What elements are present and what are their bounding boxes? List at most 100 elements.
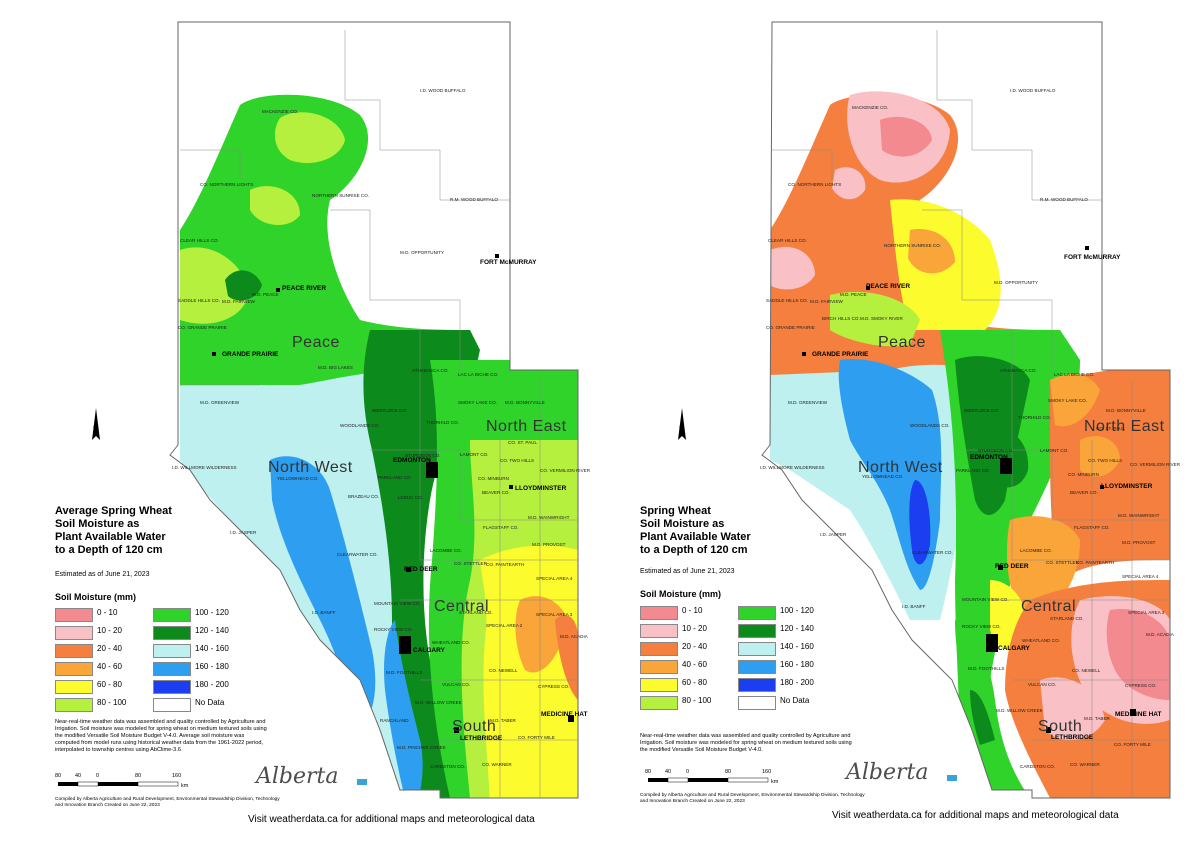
county-label: SPECIAL AREA 2 bbox=[486, 623, 523, 628]
county-label: I.D. WILLMORE WILDERNESS bbox=[172, 465, 237, 470]
legend-swatch bbox=[640, 678, 678, 692]
county-label: BEAVER CO. bbox=[1070, 490, 1098, 495]
county-label: LEDUC CO. bbox=[398, 495, 424, 500]
legend-swatch bbox=[55, 644, 93, 658]
county-label: I.D. WILLMORE WILDERNESS bbox=[760, 465, 825, 470]
county-label: LACOMBE CO. bbox=[1020, 548, 1052, 553]
scale-label: 40 bbox=[75, 773, 82, 779]
legend-swatch bbox=[738, 642, 776, 656]
county-label: FLAGSTAFF CO. bbox=[483, 525, 519, 530]
town-label: MEDICINE HAT bbox=[1115, 711, 1162, 718]
county-label: M.D. PROVOST bbox=[532, 542, 566, 547]
alberta-logo-mark bbox=[357, 779, 367, 785]
county-label: STURGEON CO. bbox=[978, 448, 1014, 453]
county-label: CO. MINBURN bbox=[1068, 472, 1099, 477]
region-central: Central bbox=[1021, 598, 1077, 615]
legend-swatch bbox=[640, 696, 678, 710]
region-north-east: North East bbox=[1084, 418, 1165, 435]
legend-swatch bbox=[640, 642, 678, 656]
town-label: GRANDE PRAIRIE bbox=[812, 351, 869, 358]
footer-link-text: Visit weatherdata.ca for additional maps… bbox=[832, 810, 1119, 821]
legend-swatch bbox=[153, 644, 191, 658]
legend-label: No Data bbox=[195, 698, 225, 707]
legend-swatch bbox=[55, 698, 93, 712]
county-label: M.D. PEACE bbox=[252, 292, 279, 297]
scale-bar-graphic bbox=[648, 777, 769, 783]
county-label: M.D. ACADIA bbox=[1146, 632, 1174, 637]
town-label: RED DEER bbox=[404, 566, 438, 573]
legend-label: No Data bbox=[780, 696, 810, 705]
scale-label: 80 bbox=[55, 773, 62, 779]
legend-label: 0 - 10 bbox=[682, 606, 703, 615]
county-label: CO. ST. PAUL bbox=[1096, 426, 1126, 431]
legend-label: 180 - 200 bbox=[780, 678, 814, 687]
estimated-date: Estimated as of June 21, 2023 bbox=[55, 571, 150, 578]
town-label: LLOYDMINSTER bbox=[1101, 483, 1153, 490]
county-label: THORHILD CO. bbox=[426, 420, 459, 425]
county-label: CYPRESS CO. bbox=[1125, 683, 1157, 688]
legend-label: 140 - 160 bbox=[780, 642, 814, 651]
legend-label: 10 - 20 bbox=[682, 624, 707, 633]
county-label: WHEATLAND CO. bbox=[1022, 638, 1060, 643]
county-label: WESTLOCK CO. bbox=[964, 408, 1000, 413]
legend-label: 10 - 20 bbox=[97, 626, 122, 635]
county-label: CO. NEWELL bbox=[489, 668, 518, 673]
county-label: WOODLANDS CO. bbox=[340, 423, 380, 428]
legend-swatch bbox=[55, 680, 93, 694]
town-label: MEDICINE HAT bbox=[541, 711, 588, 718]
region-north-east: North East bbox=[486, 418, 567, 435]
county-label: SADDLE HILLS CO. bbox=[178, 298, 220, 303]
county-label: CO. TWO HILLS bbox=[1088, 458, 1123, 463]
county-label: CO. WARNER bbox=[482, 762, 512, 767]
county-label: WHEATLAND CO. bbox=[432, 640, 470, 645]
credits: Compiled by Alberta Agriculture and Rura… bbox=[55, 797, 280, 808]
county-label: CO. NORTHERN LIGHTS bbox=[200, 182, 254, 187]
legend-title: Soil Moisture (mm) bbox=[640, 589, 722, 599]
county-label: BEAVER CO. bbox=[482, 490, 510, 495]
methodology-note: Near-real-time weather data was assemble… bbox=[640, 733, 852, 753]
county-label: M.D. OPPORTUNITY bbox=[994, 280, 1039, 285]
legend-label: 80 - 100 bbox=[97, 698, 127, 707]
legend-swatch bbox=[153, 626, 191, 640]
county-label: STURGEON CO. bbox=[405, 453, 441, 458]
county-label: CLEAR HILLS CO. bbox=[768, 238, 807, 243]
town-label: RED DEER bbox=[995, 563, 1029, 570]
county-label: SPECIAL AREA 3 bbox=[536, 612, 573, 617]
county-label: M.D. GREENVIEW bbox=[788, 400, 828, 405]
scale-bar-graphic bbox=[58, 781, 179, 787]
title-line: to a Depth of 120 cm bbox=[640, 544, 748, 556]
legend-label: 100 - 120 bbox=[780, 606, 814, 615]
county-label: CLEARWATER CO. bbox=[337, 552, 378, 557]
legend-label: 40 - 60 bbox=[97, 662, 122, 671]
county-label: WESTLOCK CO. bbox=[372, 408, 408, 413]
county-label: FLAGSTAFF CO. bbox=[1074, 525, 1110, 530]
county-label: M.D. TABER bbox=[1084, 716, 1110, 721]
legend-title: Soil Moisture (mm) bbox=[55, 592, 137, 602]
scale-label: 160 bbox=[762, 769, 772, 775]
county-label: M.D. WAINWRIGHT bbox=[528, 515, 570, 520]
legend: 0 - 10 10 - 20 20 - 40 40 - 60 60 - 80 8… bbox=[55, 608, 255, 712]
title-line: Soil Moisture as bbox=[640, 518, 725, 530]
region-peace: Peace bbox=[292, 334, 340, 351]
county-label: WOODLANDS CO. bbox=[910, 423, 950, 428]
county-label: I.D. JASPER bbox=[230, 530, 257, 535]
county-label: M.D. PROVOST bbox=[1122, 540, 1156, 545]
map-title: Spring Wheat Soil Moisture as Plant Avai… bbox=[640, 505, 790, 557]
county-label: CARDSTON CO. bbox=[1020, 764, 1056, 769]
county-label: ROCKY VIEW CO. bbox=[374, 627, 413, 632]
county-label: M.D. TABER bbox=[490, 718, 516, 723]
legend-label: 160 - 180 bbox=[195, 662, 229, 671]
county-label: M.D. WILLOW CREEK bbox=[415, 700, 462, 705]
legend-swatch bbox=[738, 624, 776, 638]
legend-label: 160 - 180 bbox=[780, 660, 814, 669]
county-label: MACKENZIE CO. bbox=[852, 105, 889, 110]
county-label: M.D. OPPORTUNITY bbox=[400, 250, 445, 255]
legend-label: 120 - 140 bbox=[195, 626, 229, 635]
town-label: FORT McMURRAY bbox=[1064, 254, 1121, 261]
map-title: Average Spring Wheat Soil Moisture as Pl… bbox=[55, 505, 205, 557]
estimated-date: Estimated as of June 21, 2023 bbox=[640, 568, 735, 575]
county-label: M.D. BONNYVILLE bbox=[1106, 408, 1146, 413]
legend-label: 180 - 200 bbox=[195, 680, 229, 689]
county-label: CO. NORTHERN LIGHTS bbox=[788, 182, 842, 187]
north-label: N bbox=[679, 426, 685, 433]
